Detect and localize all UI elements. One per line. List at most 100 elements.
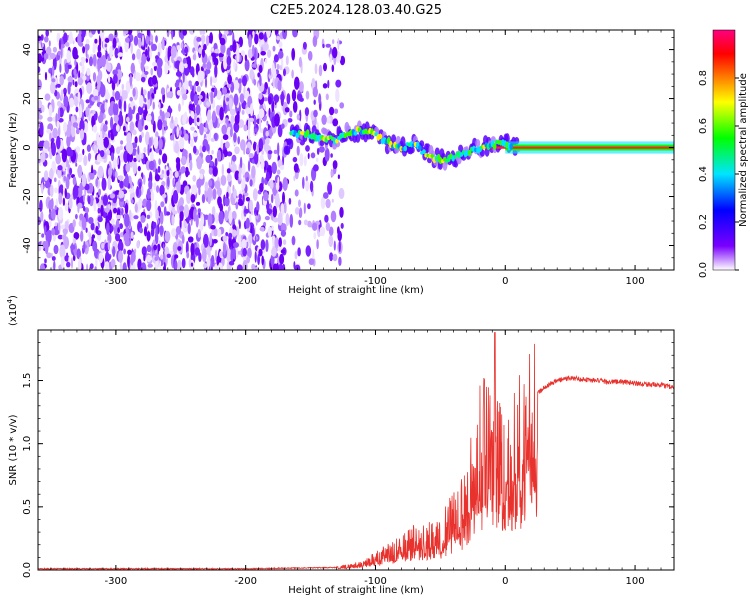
x-tick-label: -100 (364, 276, 387, 287)
heatmap-cell (77, 202, 83, 209)
heatmap-cell (328, 226, 334, 236)
heatmap-cell (186, 220, 189, 234)
heatmap-x-axis-label: Height of straight line (km) (288, 285, 424, 296)
heatmap-cell (51, 65, 55, 76)
heatmap-cell (303, 155, 307, 167)
heatmap-cell (117, 175, 124, 181)
heatmap-cell (271, 62, 275, 76)
heatmap-cell (193, 93, 199, 106)
heatmap-cell (77, 258, 82, 270)
heatmap-cell (247, 247, 252, 259)
heatmap-cell (207, 187, 213, 200)
heatmap-cell (284, 107, 290, 113)
heatmap-cell (85, 39, 90, 45)
heatmap-cell (308, 258, 315, 266)
heatmap-cell (92, 124, 98, 133)
heatmap-cell (77, 91, 81, 103)
heatmap-cell (187, 222, 191, 235)
heatmap-cell (55, 154, 61, 165)
heatmap-cell (148, 160, 155, 171)
heatmap-cell (56, 135, 61, 150)
heatmap-cell (127, 254, 130, 268)
heatmap-cell (81, 173, 87, 187)
heatmap-cell (136, 186, 139, 197)
heatmap-cell (260, 158, 265, 170)
heatmap-cell (223, 30, 229, 35)
heatmap-cell (126, 132, 132, 145)
heatmap-cell (137, 258, 142, 270)
heatmap-cell (292, 156, 298, 163)
heatmap-cell (214, 48, 220, 54)
heatmap-cell (92, 54, 97, 67)
heatmap-cell (132, 160, 137, 174)
colorbar-tick-label: 0.4 (698, 166, 709, 182)
heatmap-cell (212, 188, 217, 200)
heatmap-x-axis: -300 -200 -100 0 100 (50, 30, 675, 287)
heatmap-cell (100, 150, 105, 158)
heatmap-cell (61, 148, 68, 163)
heatmap-cell (51, 142, 56, 157)
heatmap-cell (149, 48, 153, 59)
heatmap-cell (146, 188, 151, 200)
heatmap-cell (85, 106, 90, 118)
heatmap-cell (327, 181, 333, 195)
heatmap-cell (206, 61, 212, 70)
heatmap-cell (434, 147, 440, 156)
heatmap-cell (99, 130, 103, 142)
heatmap-cell (158, 148, 163, 156)
heatmap-cell (199, 122, 204, 136)
heatmap-cell (53, 260, 56, 270)
heatmap-cell (280, 123, 285, 129)
heatmap-cell (143, 147, 147, 153)
heatmap-cell (246, 176, 249, 183)
heatmap-cell (156, 185, 160, 193)
heatmap-cell (197, 208, 201, 213)
heatmap-cell (307, 152, 310, 160)
heatmap-cell (324, 214, 329, 223)
heatmap-cell (63, 32, 68, 45)
heatmap-cell (179, 205, 185, 212)
heatmap-cell (254, 251, 257, 263)
heatmap-cell (259, 117, 262, 131)
heatmap-cell (137, 145, 140, 155)
heatmap-cell (180, 166, 186, 174)
heatmap-cell (108, 75, 111, 84)
heatmap-cell (338, 240, 341, 253)
heatmap-cell (312, 86, 318, 98)
snr-multiplier-exp: 4 (6, 298, 14, 303)
heatmap-cell (272, 205, 277, 218)
heatmap-cell (181, 258, 186, 269)
heatmap-cell (225, 232, 229, 237)
heatmap-cell (84, 207, 90, 214)
heatmap-cell (38, 66, 41, 73)
heatmap-cell (78, 70, 81, 80)
heatmap-cell (174, 142, 180, 154)
heatmap-cell (89, 172, 95, 180)
heatmap-frame (37, 29, 675, 271)
heatmap-cell (38, 159, 41, 164)
heatmap-cell (208, 119, 213, 131)
heatmap-cell (183, 220, 187, 228)
heatmap-cell (57, 107, 61, 120)
heatmap-cell (333, 108, 339, 114)
heatmap-cell (266, 120, 269, 126)
heatmap-cell (213, 228, 218, 237)
heatmap-cell (117, 52, 124, 57)
heatmap-cell (101, 242, 105, 249)
heatmap-cell (190, 126, 195, 131)
heatmap-cell (66, 134, 71, 148)
heatmap-cell (282, 177, 288, 191)
heatmap-cell (161, 38, 165, 50)
heatmap-cell (133, 157, 137, 162)
heatmap-cell (234, 146, 240, 155)
heatmap-cell (43, 170, 49, 182)
snr-multiplier: (x104) (6, 295, 19, 326)
heatmap-cell (94, 140, 97, 146)
x-tick-label: 100 (626, 276, 645, 287)
heatmap-cell (107, 167, 113, 178)
heatmap-cell (150, 111, 155, 125)
heatmap-cell (296, 145, 300, 156)
heatmap-cell (46, 128, 52, 134)
heatmap-cell (103, 136, 109, 149)
heatmap-cell (123, 248, 126, 255)
